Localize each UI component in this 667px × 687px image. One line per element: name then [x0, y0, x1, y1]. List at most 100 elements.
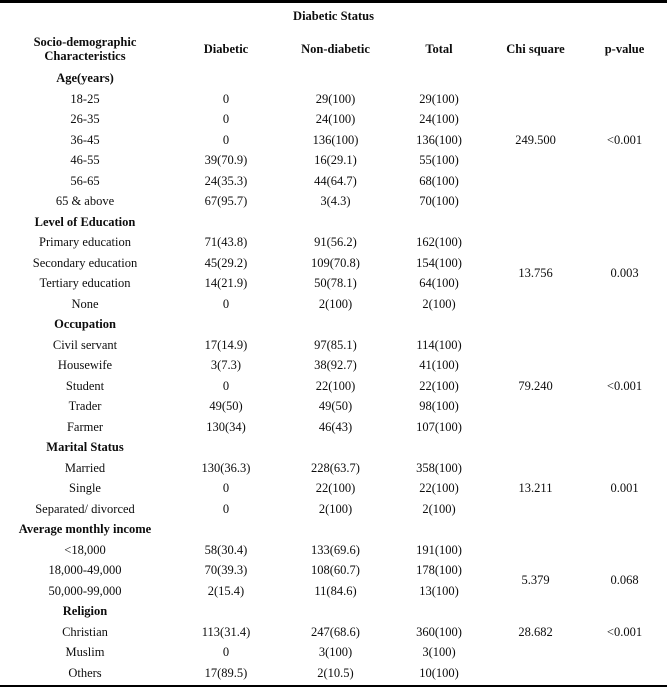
table-row: Tertiary education 14(21.9) 50(78.1) 64(100… — [0, 273, 667, 294]
total-cell: 107(100) — [416, 419, 462, 434]
row-label-cell: Student — [65, 378, 105, 393]
non-diabetic-cell: 46(43) — [318, 419, 353, 434]
total-cell: 2(100) — [422, 501, 456, 516]
non-diabetic-cell: 133(69.6) — [311, 542, 360, 557]
total-cell: 114(100) — [416, 337, 462, 352]
p-value-cell — [582, 171, 667, 192]
row-label-cell: Farmer — [66, 419, 104, 434]
non-diabetic-cell: 97(85.1) — [314, 337, 357, 352]
chi-square-cell — [489, 437, 582, 458]
chi-square-cell — [489, 458, 582, 479]
row-label-cell: Primary education — [39, 235, 131, 250]
non-diabetic-cell — [282, 314, 389, 335]
diabetic-cell: 58(30.4) — [204, 542, 248, 557]
p-value-cell — [582, 314, 667, 335]
p-value-cell — [582, 150, 667, 171]
total-cell: 41(100) — [419, 358, 459, 373]
p-value-cell: 0.001 — [610, 481, 639, 496]
chi-square-cell — [489, 335, 582, 356]
title-row: Diabetic Status — [0, 3, 667, 30]
section-label: Marital Status — [46, 440, 124, 455]
diabetic-cell: 0 — [222, 645, 230, 660]
diabetic-cell — [170, 212, 282, 233]
column-header-row: Socio-demographic Characteristics Diabet… — [0, 30, 667, 68]
diabetic-cell: 0 — [222, 378, 230, 393]
total-cell: 70(100) — [419, 194, 459, 209]
column-header-chi-square: Chi square — [506, 41, 565, 56]
non-diabetic-cell: 16(29.1) — [314, 153, 357, 168]
diabetic-cell: 0 — [222, 296, 230, 311]
row-label-cell: 18-25 — [70, 91, 100, 106]
non-diabetic-cell: 38(92.7) — [314, 358, 357, 373]
p-value-cell — [582, 68, 667, 89]
table-row: <18,000 58(30.4) 133(69.6) 191(100) — [0, 540, 667, 561]
chi-square-cell: 249.500 — [515, 132, 556, 147]
table-row: Housewife 3(7.3) 38(92.7) 41(100) — [0, 355, 667, 376]
section-header-row: Age(years) — [0, 68, 667, 89]
total-cell: 358(100) — [416, 460, 462, 475]
column-header-characteristics: Socio-demographic Characteristics — [33, 34, 137, 63]
total-cell: 29(100) — [419, 91, 459, 106]
row-label-cell: Tertiary education — [39, 276, 131, 291]
diabetic-cell — [170, 314, 282, 335]
p-value-cell: 0.068 — [610, 573, 639, 588]
chi-square-cell — [489, 232, 582, 253]
table-row: 36-45 0 136(100) 136(100) 249.500 <0.001 — [0, 130, 667, 151]
p-value-cell — [582, 89, 667, 110]
non-diabetic-cell: 22(100) — [315, 378, 356, 393]
diabetic-cell: 130(36.3) — [201, 460, 251, 475]
diabetic-cell: 71(43.8) — [204, 235, 248, 250]
non-diabetic-cell: 108(60.7) — [311, 563, 360, 578]
diabetic-cell: 24(35.3) — [204, 173, 248, 188]
diabetic-cell: 67(95.7) — [204, 194, 248, 209]
chi-square-cell — [489, 191, 582, 212]
diabetic-cell: 130(34) — [206, 419, 246, 434]
total-cell: 22(100) — [419, 481, 459, 496]
row-label-cell: Trader — [68, 399, 102, 414]
non-diabetic-cell: 22(100) — [315, 481, 356, 496]
non-diabetic-cell: 3(4.3) — [320, 194, 351, 209]
row-label-cell: 26-35 — [70, 112, 100, 127]
non-diabetic-cell — [282, 601, 389, 622]
row-label-cell: 36-45 — [70, 132, 100, 147]
column-header-total: Total — [425, 41, 453, 56]
total-cell: 136(100) — [416, 132, 462, 147]
diabetic-status-table: Diabetic Status Socio-demographic Charac… — [0, 3, 667, 683]
non-diabetic-cell: 2(10.5) — [317, 665, 354, 680]
p-value-cell — [582, 294, 667, 315]
chi-square-cell: 13.211 — [518, 481, 553, 496]
chi-square-cell — [489, 601, 582, 622]
p-value-cell — [582, 519, 667, 540]
p-value-cell — [582, 212, 667, 233]
total-cell — [389, 314, 489, 335]
p-value-cell — [582, 232, 667, 253]
p-value-cell — [582, 458, 667, 479]
p-value-cell: <0.001 — [606, 132, 643, 147]
row-label-cell: 46-55 — [70, 153, 100, 168]
total-cell: 154(100) — [416, 255, 462, 270]
table-row: 65 & above 67(95.7) 3(4.3) 70(100) — [0, 191, 667, 212]
table-row: Student 0 22(100) 22(100) 79.240 <0.001 — [0, 376, 667, 397]
total-cell: 2(100) — [422, 296, 456, 311]
non-diabetic-cell — [282, 437, 389, 458]
chi-square-cell — [489, 519, 582, 540]
chi-square-cell — [489, 150, 582, 171]
section-header-row: Marital Status — [0, 437, 667, 458]
total-cell — [389, 212, 489, 233]
table-row: Civil servant 17(14.9) 97(85.1) 114(100) — [0, 335, 667, 356]
row-label-cell: Civil servant — [52, 337, 118, 352]
table-title: Diabetic Status — [293, 9, 374, 24]
total-cell — [389, 68, 489, 89]
non-diabetic-cell — [282, 519, 389, 540]
row-label-cell: Christian — [62, 624, 108, 639]
table-row: Christian 113(31.4) 247(68.6) 360(100) 28.68… — [0, 622, 667, 643]
table-row: 46-55 39(70.9) 16(29.1) 55(100) — [0, 150, 667, 171]
non-diabetic-cell: 228(63.7) — [311, 460, 360, 475]
section-label: Religion — [62, 604, 108, 619]
row-label-cell: 50,000-99,000 — [48, 583, 122, 598]
chi-square-cell: 13.756 — [518, 265, 553, 280]
row-label-cell: Secondary education — [32, 255, 138, 270]
chi-square-cell — [489, 396, 582, 417]
row-label-cell: 65 & above — [55, 194, 115, 209]
p-value-cell — [582, 109, 667, 130]
